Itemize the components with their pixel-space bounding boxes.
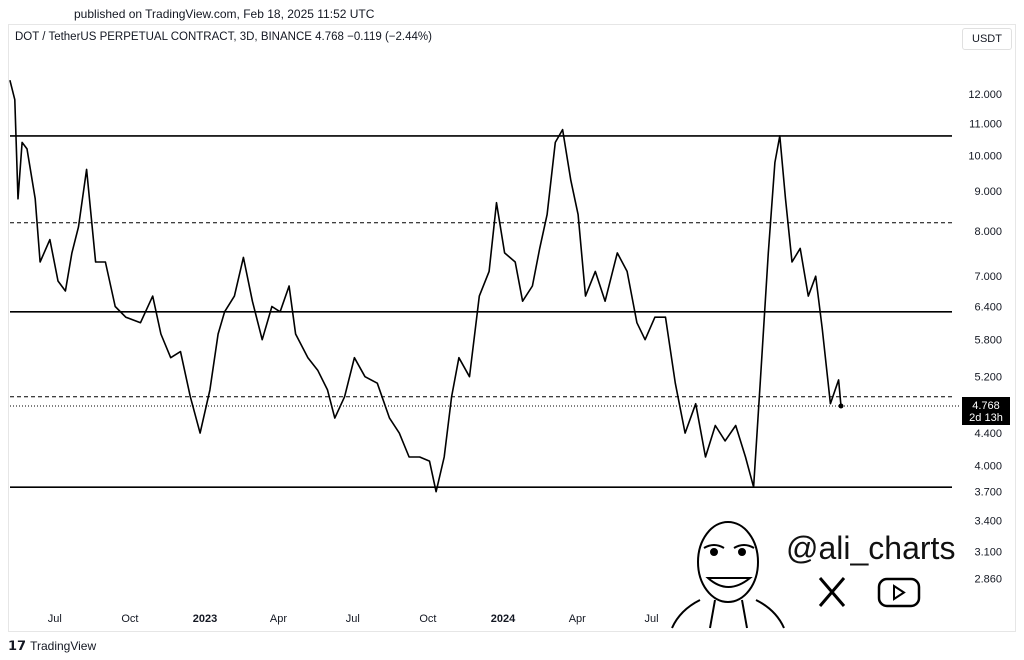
x-tick-label: 2024 [491, 613, 516, 625]
y-tick-label: 10.000 [968, 151, 1002, 163]
x-tick-label: Jul [645, 613, 659, 625]
currency-unit-button[interactable]: USDT [962, 28, 1012, 50]
tradingview-logo-icon: 𝟭𝟳 [8, 638, 27, 653]
y-tick-label: 5.200 [974, 372, 1002, 384]
y-tick-label: 6.400 [974, 301, 1002, 313]
y-tick-label: 3.100 [974, 546, 1002, 558]
youtube-icon [877, 577, 921, 608]
tradingview-logo: 𝟭𝟳 TradingView [8, 638, 96, 654]
author-handle: @ali_charts [786, 530, 956, 566]
price-label-countdown: 2d 13h [969, 412, 1003, 424]
price-line [9, 80, 842, 493]
x-icon [818, 577, 846, 607]
x-tick-label: Apr [569, 613, 586, 625]
x-tick-label: Jul [346, 613, 360, 625]
last-price-dot [838, 403, 844, 409]
price-label-value: 4.768 [972, 400, 1000, 412]
y-tick-label: 3.700 [974, 487, 1002, 499]
x-tick-label: Apr [270, 613, 287, 625]
published-note: published on TradingView.com, Feb 18, 20… [74, 7, 375, 21]
x-tick-label: Jul [48, 613, 62, 625]
x-tick-label: Oct [419, 613, 436, 625]
price-label: 4.768 2d 13h [962, 397, 1010, 425]
symbol-legend: DOT / TetherUS PERPETUAL CONTRACT, 3D, B… [15, 31, 432, 43]
y-tick-label: 3.400 [974, 515, 1002, 527]
x-tick-label: Oct [121, 613, 138, 625]
tradingview-brand: TradingView [30, 639, 97, 653]
y-tick-label: 11.000 [969, 118, 1002, 130]
x-tick-label: 2023 [193, 613, 217, 625]
y-tick-label: 4.000 [974, 460, 1002, 472]
chart-frame [8, 24, 1016, 632]
y-tick-label: 4.400 [974, 428, 1002, 440]
y-tick-label: 9.000 [974, 186, 1002, 198]
y-tick-label: 5.800 [974, 335, 1002, 347]
y-tick-label: 7.000 [974, 271, 1002, 283]
y-tick-label: 12.000 [968, 89, 1002, 101]
y-tick-label: 2.860 [974, 574, 1002, 586]
avatar-caricature [671, 521, 785, 629]
y-tick-label: 8.000 [974, 226, 1002, 238]
